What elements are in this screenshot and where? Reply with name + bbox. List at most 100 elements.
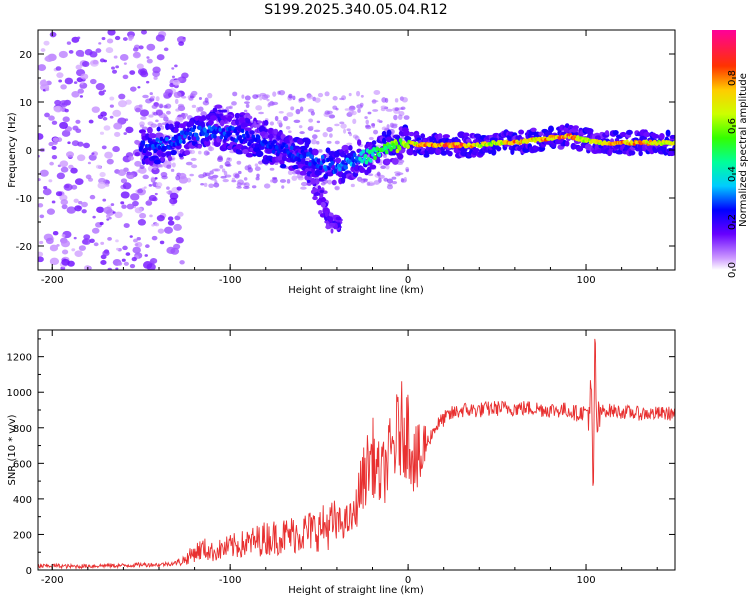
spectrogram-blob	[75, 119, 81, 124]
spectrogram-blob	[177, 114, 182, 118]
spectrogram-blob	[319, 191, 324, 199]
spectrogram-blob	[365, 119, 369, 125]
spectrogram-blob	[77, 36, 81, 40]
spectrogram-blob	[277, 120, 283, 125]
spectrogram-blob	[115, 239, 119, 243]
spectrogram-blob	[299, 106, 304, 112]
spectrogram-blob	[369, 164, 377, 170]
spectrogram-blob	[119, 54, 129, 61]
spectrogram-blob	[156, 126, 161, 132]
spectrogram-blob	[351, 110, 357, 116]
spectrogram-blob	[92, 215, 96, 219]
spectrogram-ridge-mark	[186, 127, 190, 133]
spectrogram-blob	[61, 204, 68, 210]
spectrogram-blob	[129, 264, 136, 269]
spectrogram-blob	[328, 216, 334, 223]
spectrogram-blob	[408, 131, 415, 137]
spectrogram-blob	[442, 134, 451, 139]
spectrogram-blob	[496, 146, 502, 152]
spectrogram-blob	[293, 119, 301, 123]
spectrogram-blob	[59, 121, 69, 129]
spectrogram-blob	[249, 130, 255, 135]
spectrogram-blob	[189, 95, 195, 99]
spectrogram-ridge-mark	[304, 160, 309, 166]
spectrogram-ridge-mark	[271, 149, 276, 154]
colorbar-ticks: 0.0 0.2 0.4 0.6 0.8	[727, 70, 738, 278]
spectrogram-blob	[113, 55, 118, 59]
spectrogram-blob	[109, 96, 115, 101]
spectrogram-blob	[177, 211, 184, 217]
snr-xtick-label: 0	[405, 575, 411, 586]
spectrogram-blob	[68, 50, 74, 54]
spectrogram-blob	[105, 47, 114, 54]
spectrogram-blob	[44, 55, 54, 62]
spectrogram-blob	[394, 98, 399, 103]
spectrogram-blob	[346, 142, 353, 146]
spectrogram-blob	[144, 254, 148, 257]
spectrogram-blob	[288, 130, 292, 134]
spectrogram-blob	[179, 260, 185, 265]
spectrogram-blob	[128, 174, 134, 179]
spectrogram-ridge-mark	[392, 144, 397, 150]
spectrogram-blob	[155, 185, 162, 189]
spectrogram-blob	[38, 203, 44, 208]
snr-ytick-label: 600	[13, 459, 32, 470]
spectrogram-blob	[278, 153, 284, 159]
spectrogram-blob	[175, 116, 184, 123]
spectrogram-blob	[255, 176, 260, 181]
spectrogram-blob	[178, 176, 189, 184]
spectrogram-blob	[120, 201, 125, 205]
spectrogram-blob	[48, 179, 53, 183]
spectrogram-blob	[198, 150, 202, 155]
spectrogram-blob	[328, 114, 336, 119]
spectrogram-xlabel: Height of straight line (km)	[288, 285, 424, 296]
spectrogram-blob	[123, 62, 127, 65]
spectrogram-blob	[142, 94, 149, 99]
spectrogram-blob	[46, 208, 55, 215]
spectrogram-blob	[113, 122, 123, 130]
spectrogram-ridge-mark	[363, 153, 368, 159]
spectrogram-blob	[123, 132, 127, 135]
spectrogram-blob	[400, 178, 405, 183]
spectrogram-blob	[142, 174, 149, 180]
spectrogram-ridge-mark	[181, 130, 185, 135]
spectrogram-blob	[316, 140, 320, 145]
spectrogram-blob	[190, 157, 197, 161]
spectrogram-blob	[112, 211, 116, 214]
colorbar-gradient	[712, 30, 736, 270]
spectrogram-blob	[146, 263, 156, 270]
spectrogram-blob	[237, 170, 242, 175]
spectrogram-blob	[146, 58, 153, 64]
spectrogram-blob	[167, 155, 173, 162]
spectrogram-blob	[364, 116, 368, 119]
spectrogram-ridge-mark	[284, 144, 289, 149]
spectrogram-blob	[88, 119, 94, 124]
spectrogram-ridge-mark	[226, 132, 231, 137]
spectrogram-blob	[155, 96, 160, 102]
spectrogram-blob	[236, 160, 242, 165]
spectrogram-blob	[67, 141, 71, 145]
spectrogram-blob	[103, 125, 111, 131]
spectrogram-blob	[121, 258, 126, 262]
spectrogram-blob	[131, 257, 137, 262]
spectrogram-blob	[134, 160, 142, 167]
spectrogram-blob	[121, 204, 127, 209]
spectrogram-blob	[149, 214, 153, 218]
snr-marks	[38, 338, 675, 570]
spectrogram-blob	[384, 97, 389, 103]
spectrogram-ridge-mark	[318, 165, 323, 171]
spectrogram-blob	[129, 70, 136, 75]
spectrogram-blob	[312, 148, 319, 156]
spectrogram-blob	[406, 148, 415, 156]
spectrogram-blob	[334, 140, 340, 145]
spectrogram-blob	[376, 172, 381, 176]
spectrogram-blob	[102, 250, 110, 257]
spectrogram-blob	[120, 178, 128, 184]
spectrogram-blob	[170, 168, 175, 172]
spectrogram-blob	[48, 141, 54, 147]
spectrogram-ridge-mark	[326, 157, 330, 163]
spectrogram-ridge-mark	[182, 139, 186, 145]
spectrogram-ridge-mark	[333, 168, 338, 174]
spectrogram-blob	[334, 186, 339, 190]
